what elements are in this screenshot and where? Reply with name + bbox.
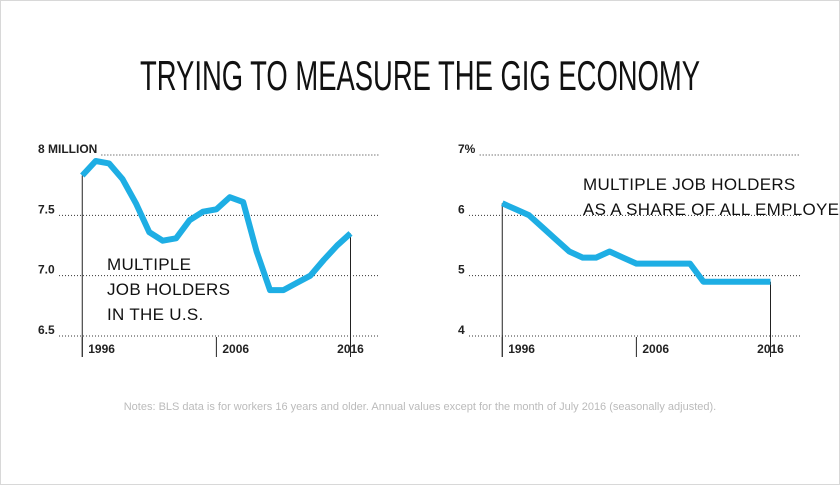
annotation: MULTIPLE (107, 255, 191, 274)
data-line (501, 200, 771, 285)
data-line (80, 158, 353, 294)
x-tick-label: 2006 (222, 342, 249, 356)
annotation: IN THE U.S. (107, 305, 204, 324)
annotation: MULTIPLE JOB HOLDERS (583, 175, 796, 194)
annotation: AS A SHARE OF ALL EMPLOYED (583, 200, 840, 219)
y-tick-label: 7.5 (38, 202, 55, 216)
y-tick-label: 5 (458, 263, 465, 277)
note: Notes: BLS data is for workers 16 years … (124, 401, 717, 413)
y-tick-label: 7% (458, 142, 476, 156)
y-tick-label: 6.5 (38, 323, 55, 337)
y-tick-label: 7.0 (38, 263, 55, 277)
x-tick-label: 2006 (642, 342, 669, 356)
y-tick-label: 8 MILLION (38, 142, 97, 156)
chart-title: TRYING TO MEASURE THE GIG ECONOMY (140, 52, 700, 99)
annotation: JOB HOLDERS (107, 280, 230, 299)
y-tick-label: 4 (458, 323, 465, 337)
x-tick-label: 1996 (88, 342, 115, 356)
y-tick-label: 6 (458, 202, 465, 216)
x-tick-label: 1996 (508, 342, 535, 356)
